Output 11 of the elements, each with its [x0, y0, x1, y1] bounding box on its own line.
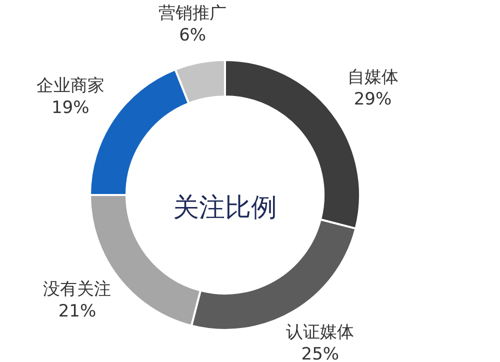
slice-label: 认证媒体	[286, 322, 354, 342]
data-label: 19%	[51, 98, 90, 118]
data-label: 21%	[58, 301, 96, 322]
data-label: 29%	[354, 89, 392, 110]
slice-label: 自媒体	[347, 67, 398, 88]
slice-label: 没有关注	[43, 279, 112, 300]
slice-label: 企业商家	[36, 76, 104, 96]
text: 关注比例	[173, 192, 277, 223]
data-label: 6%	[179, 25, 206, 46]
slice-label: 营销推广	[158, 3, 227, 24]
data-label: 25%	[301, 344, 340, 362]
